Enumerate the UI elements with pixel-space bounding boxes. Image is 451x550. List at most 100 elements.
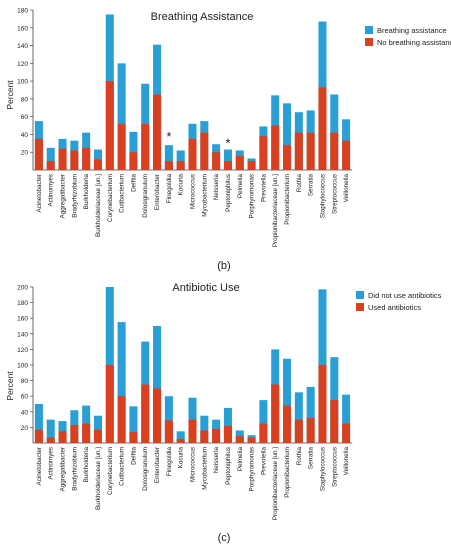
bar-front: [46, 161, 55, 170]
significance-marker: *: [225, 135, 230, 150]
bar-back: [259, 400, 268, 443]
chart-antibiotic-use: Antibiotic Use Percent (c) 20 40 60 80 100 12…: [5, 282, 442, 544]
bar-front: [235, 155, 244, 170]
bar-back: [306, 386, 315, 443]
x-tick-label: Prevotella: [260, 174, 267, 202]
bar-back: [117, 63, 126, 171]
bar-back: [46, 147, 55, 170]
bar-front: [58, 431, 67, 443]
x-tick-label: Peptoniphilus: [225, 447, 232, 485]
bar-front: [34, 138, 43, 170]
bar-front: [223, 425, 232, 443]
x-tick-label: Mycobacterium: [201, 174, 208, 217]
y-tick-label: 20: [21, 150, 29, 157]
x-tick-label: Prevotella: [260, 447, 267, 475]
legend-label: Used antibiotics: [368, 303, 421, 312]
x-tick-label: Rothia: [296, 174, 303, 193]
bar-front: [93, 429, 102, 443]
y-tick-label: 140: [17, 43, 28, 50]
bar-front: [141, 384, 150, 443]
x-tick-label: Aggregatibacter: [60, 174, 67, 218]
x-tick-label: Pelmelia: [237, 174, 244, 199]
x-tick-label: Pelmelia: [237, 447, 244, 472]
bar-back: [117, 322, 126, 443]
x-tick-label: Neisseria: [213, 174, 220, 201]
x-tick-label: Aggregatibacter: [60, 447, 67, 491]
x-tick-label: Cutibacterium: [119, 447, 126, 486]
bar-front: [93, 159, 102, 170]
bar-back: [34, 404, 43, 443]
x-tick-label: Burkholderiaceae [un.]: [95, 447, 102, 510]
chart-title: Antibiotic Use: [172, 282, 239, 294]
chart-breathing-assistance: Breathing Assistance Percent (b) 20 40 60 8…: [5, 8, 451, 273]
bar-front: [141, 123, 150, 170]
legend-swatch: [365, 26, 373, 34]
x-tick-label: Burkholderiaceae [un.]: [95, 174, 102, 237]
x-tick-label: Propionibacterium: [284, 174, 291, 225]
bar-front: [176, 161, 185, 170]
y-tick-label: 60: [21, 114, 29, 121]
x-tick-label: Propionibacteriaceae [un.]: [272, 447, 279, 520]
bar-front: [330, 400, 339, 443]
x-tick-label: Finegoldia: [166, 447, 173, 477]
x-tick-label: Corynebacterium: [107, 447, 114, 495]
x-tick-label: Enterobacter: [154, 447, 161, 483]
bar-front: [212, 152, 221, 170]
legend-label: No breathing assistance: [377, 38, 451, 47]
bar-back: [164, 145, 173, 170]
legend-swatch: [365, 38, 373, 46]
y-tick-label: 120: [17, 61, 28, 68]
x-tick-label: Neisseria: [213, 447, 220, 474]
bar-front: [271, 125, 280, 170]
bar-front: [153, 94, 162, 170]
x-tick-label: Acinetobacter: [36, 174, 43, 213]
x-tick-label: Micrococcus: [190, 174, 197, 209]
bar-front: [342, 140, 351, 170]
bar-back: [164, 396, 173, 443]
bar-front: [200, 132, 209, 170]
y-axis-label: Percent: [5, 371, 15, 401]
bar-back: [200, 415, 209, 443]
bar-front: [117, 123, 126, 170]
x-tick-label: Porphyromonas: [249, 174, 256, 218]
y-tick-label: 80: [21, 96, 29, 103]
x-tick-label: Propionibacteriaceae [un.]: [272, 174, 279, 247]
x-tick-label: Propionibacterium: [284, 447, 291, 498]
bar-back: [294, 392, 303, 443]
bar-back: [153, 326, 162, 443]
bar-front: [306, 418, 315, 443]
x-tick-label: Burkholderia: [83, 447, 90, 483]
bar-front: [176, 439, 185, 443]
x-tick-label: Serratia: [308, 447, 315, 470]
bar-front: [58, 148, 67, 170]
x-tick-label: Dolosigranulum: [142, 174, 149, 218]
chart-title: Breathing Assistance: [151, 11, 254, 23]
bar-front: [318, 365, 327, 443]
x-tick-label: Mycobacterium: [201, 447, 208, 490]
x-tick-label: Corynebacterium: [107, 174, 114, 222]
bar-front: [82, 423, 91, 443]
y-tick-label: 80: [21, 378, 29, 385]
bar-front: [247, 161, 256, 170]
bar-front: [283, 145, 292, 170]
x-tick-label: Kocuria: [178, 174, 185, 196]
bar-back: [223, 149, 232, 170]
x-tick-label: Veillonella: [343, 174, 350, 203]
x-tick-label: Staphylococcus: [319, 174, 326, 218]
x-tick-label: Cutibacterium: [119, 174, 126, 213]
bar-front: [294, 419, 303, 443]
y-tick-label: 160: [17, 25, 28, 32]
legend-swatch: [356, 303, 364, 311]
x-tick-label: Enterobacter: [154, 174, 161, 210]
legend-swatch: [356, 291, 364, 299]
bar-back: [283, 103, 292, 170]
bar-front: [259, 423, 268, 443]
x-tick-label: Rothia: [296, 447, 303, 466]
bar-front: [153, 388, 162, 443]
x-tick-label: Bradyrhizobium: [71, 447, 78, 491]
bar-back: [330, 94, 339, 170]
bar-front: [164, 161, 173, 170]
bar-front: [164, 420, 173, 443]
bar-front: [46, 437, 55, 443]
